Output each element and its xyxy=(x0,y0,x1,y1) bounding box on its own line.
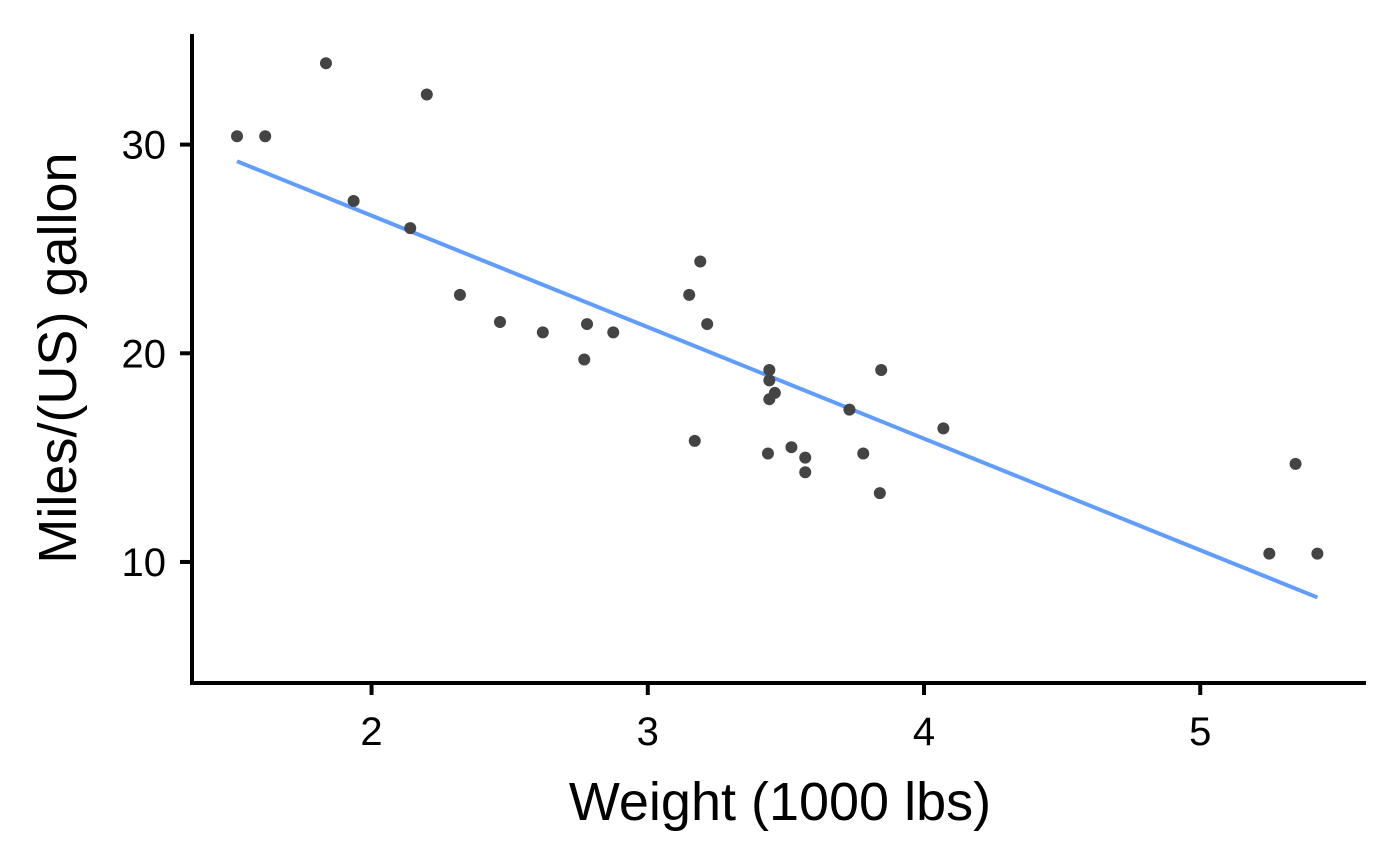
data-point-19 xyxy=(259,130,272,143)
data-point-12 xyxy=(937,422,950,435)
y-tick-label-20: 20 xyxy=(122,332,167,376)
x-tick-label-3: 3 xyxy=(637,710,659,754)
x-tick-label-4: 4 xyxy=(913,710,935,754)
x-axis-title: Weight (1000 lbs) xyxy=(569,772,991,832)
y-axis-title: Miles/(US) gallon xyxy=(28,152,88,563)
data-point-31 xyxy=(799,451,812,464)
data-point-10 xyxy=(763,363,776,376)
data-point-26 xyxy=(347,194,360,207)
data-point-22 xyxy=(785,441,798,454)
points-layer xyxy=(231,57,1324,560)
data-point-7 xyxy=(799,466,812,479)
regression-fit-line xyxy=(236,159,1319,600)
data-point-32 xyxy=(581,318,594,331)
fit-line-layer xyxy=(236,159,1319,600)
data-point-23 xyxy=(761,447,774,460)
data-point-30 xyxy=(578,353,591,366)
data-point-2 xyxy=(607,326,620,339)
x-tick-label-2: 2 xyxy=(360,710,382,754)
data-point-21 xyxy=(494,315,507,328)
data-point-29 xyxy=(688,434,701,447)
data-point-20 xyxy=(319,57,332,70)
data-point-25 xyxy=(875,363,888,376)
y-tick-label-10: 10 xyxy=(122,541,167,585)
data-point-3 xyxy=(453,288,466,301)
ticks-layer: 2 3 4 5 10 20 30 xyxy=(122,124,1212,754)
data-point-28 xyxy=(231,130,244,143)
data-point-4 xyxy=(701,318,714,331)
data-point-11 xyxy=(763,393,776,406)
data-point-27 xyxy=(404,222,417,235)
data-point-24 xyxy=(873,487,886,500)
data-point-8 xyxy=(694,255,707,268)
data-point-5 xyxy=(763,374,776,387)
data-point-15 xyxy=(1263,547,1276,560)
data-point-1 xyxy=(536,326,549,339)
data-point-16 xyxy=(1311,547,1324,560)
data-point-13 xyxy=(843,403,856,416)
x-tick-label-5: 5 xyxy=(1189,710,1211,754)
data-point-14 xyxy=(857,447,870,460)
data-point-17 xyxy=(1289,457,1302,470)
data-point-9 xyxy=(683,288,696,301)
axes-layer xyxy=(190,34,1366,685)
data-point-18 xyxy=(420,88,433,101)
y-tick-label-30: 30 xyxy=(122,124,167,168)
